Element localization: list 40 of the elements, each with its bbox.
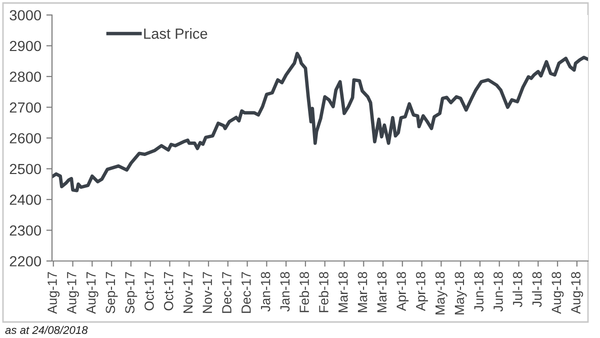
x-tick-label: Aug-17 [67, 272, 79, 314]
y-tick-label: 2200 [10, 256, 42, 266]
x-tick-label: Mar-18 [338, 272, 348, 312]
x-tick-label: Jul-18 [532, 272, 542, 308]
x-tick-label: Oct-17 [164, 272, 174, 310]
text: as at 24/08/2018 [5, 326, 88, 334]
x-tick-label: Mar-18 [358, 272, 368, 312]
y-tick-label: 2800 [10, 72, 42, 82]
y-tick-label: 2400 [10, 194, 42, 205]
x-tick-label: Aug-18 [571, 272, 584, 314]
x-tick-label: Mar-18 [377, 272, 387, 312]
x-tick-label: May-18 [435, 272, 448, 314]
x-tick-label: Dec-17 [242, 272, 251, 313]
x-tick-label: Sep-17 [106, 272, 118, 314]
x-tick-label: Sep-17 [125, 272, 138, 314]
x-tick-label: Feb-18 [318, 272, 328, 312]
x-tick-label: Jun-18 [494, 272, 503, 312]
x-tick-label: Aug-17 [86, 272, 98, 314]
x-tick-label: Aug-18 [552, 272, 564, 314]
y-tick-label: 2500 [10, 164, 42, 174]
y-tick-label: 2300 [10, 225, 42, 236]
x-tick-label: Dec-17 [222, 272, 232, 313]
x-tick-label: Jul-18 [512, 272, 522, 308]
x-tick-label: Jan-18 [260, 272, 270, 312]
y-tick-label: 2600 [10, 133, 42, 144]
legend-label: Last Price [144, 28, 208, 39]
x-tick-label: Oct-17 [144, 272, 154, 310]
x-tick-label: Nov-17 [183, 272, 193, 313]
x-tick-label: May-18 [454, 272, 467, 314]
x-tick-label: Nov-17 [202, 272, 212, 313]
x-tick-label: Apr-18 [416, 272, 428, 311]
x-tick-label: Jun-18 [474, 272, 484, 312]
y-tick-label: 3000 [10, 10, 42, 20]
line-series [52, 52, 588, 192]
y-tick-label: 2900 [10, 40, 42, 52]
y-tick-label: 2700 [10, 102, 42, 113]
x-tick-label: Jan-18 [280, 272, 290, 312]
x-tick-label: Aug-17 [48, 272, 60, 314]
x-tick-label: Apr-18 [396, 272, 409, 311]
x-tick-label: Feb-18 [299, 272, 309, 312]
